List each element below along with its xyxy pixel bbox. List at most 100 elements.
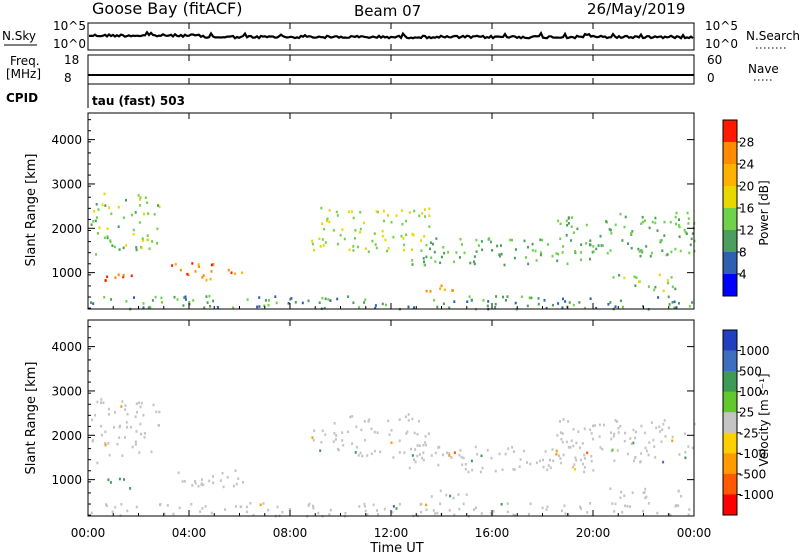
power-cell <box>311 239 314 243</box>
velocity-cell <box>172 512 175 516</box>
power-cell <box>566 262 569 266</box>
velocity-cell <box>545 508 548 511</box>
power-cell <box>264 299 267 302</box>
power-cell <box>375 246 378 250</box>
power-cell <box>400 209 403 212</box>
power-cell <box>461 243 463 246</box>
power-cell <box>318 237 321 240</box>
power-cell <box>209 305 212 308</box>
power-cell <box>688 304 691 308</box>
velocity-cell <box>226 476 229 479</box>
velocity-cell <box>467 470 470 474</box>
velocity-cell <box>546 468 549 472</box>
power-cell <box>336 297 339 301</box>
power-cell <box>667 281 670 285</box>
velocity-cell <box>669 513 672 517</box>
velocity-cell <box>592 424 594 428</box>
velocity-cell <box>678 453 681 456</box>
power-cell <box>561 306 564 309</box>
velocity-cell <box>118 425 121 429</box>
power-ylabel: Slant Range [km] <box>24 154 39 267</box>
power-cell <box>182 304 185 307</box>
power-cell <box>400 234 403 238</box>
power-cell <box>258 296 261 299</box>
power-cell <box>174 262 177 266</box>
x-tick-label: 00:00 <box>677 526 712 540</box>
velocity-cell <box>125 421 128 424</box>
velocity-cell <box>506 502 509 505</box>
velocity-cell <box>660 440 663 443</box>
power-cell <box>623 225 626 229</box>
power-cell <box>354 229 357 232</box>
power-ytick-label: 1000 <box>51 266 82 280</box>
power-cell <box>142 302 145 305</box>
power-cell <box>622 305 624 309</box>
velocity-cell <box>177 471 180 475</box>
power-cell <box>661 249 664 252</box>
velocity-colorbar-swatch <box>723 453 737 475</box>
velocity-cell <box>364 509 367 513</box>
velocity-cell <box>470 459 473 463</box>
power-cell <box>358 305 361 309</box>
power-colorbar-swatch <box>723 208 737 231</box>
velocity-cell <box>163 512 166 516</box>
power-cell <box>375 210 378 213</box>
power-cell <box>134 211 137 214</box>
velocity-cell <box>208 479 211 483</box>
velocity-cell <box>640 452 643 455</box>
power-cell <box>428 214 431 218</box>
power-cell <box>359 231 362 234</box>
velocity-cell <box>645 449 648 453</box>
velocity-cell <box>197 484 200 488</box>
power-cell <box>687 222 690 225</box>
velocity-cell <box>131 445 134 449</box>
power-cell <box>443 251 446 255</box>
power-cell <box>452 260 455 264</box>
velocity-cell <box>661 428 664 431</box>
power-cell <box>318 301 321 304</box>
power-cell <box>650 251 653 255</box>
power-cell <box>475 250 478 253</box>
power-cell <box>363 301 366 304</box>
velocity-cell <box>640 424 643 428</box>
power-cell <box>212 299 215 303</box>
power-cell <box>433 298 436 302</box>
velocity-cell <box>635 430 637 434</box>
velocity-cell <box>259 503 262 507</box>
power-cell <box>458 256 461 259</box>
power-cell <box>184 295 187 299</box>
power-cell <box>526 304 529 308</box>
velocity-cell <box>420 510 423 514</box>
power-cell <box>428 225 431 228</box>
power-cell <box>675 306 678 309</box>
power-cell <box>641 249 644 253</box>
power-cell <box>403 243 406 247</box>
velocity-cell <box>589 428 592 431</box>
velocity-cell <box>334 438 337 441</box>
power-cell <box>656 229 659 232</box>
velocity-cell <box>144 432 146 435</box>
power-cell <box>559 237 562 241</box>
power-cell <box>352 216 355 220</box>
velocity-cell <box>366 513 369 516</box>
velocity-cell <box>355 425 358 429</box>
velocity-cell <box>573 463 576 466</box>
velocity-cell <box>139 422 142 426</box>
power-cell <box>440 284 443 288</box>
power-cell <box>436 305 439 309</box>
velocity-cell <box>560 437 563 441</box>
velocity-cell <box>124 436 126 439</box>
velocity-cell <box>436 511 439 515</box>
velocity-cell <box>312 439 315 442</box>
power-cell <box>674 287 677 291</box>
power-cell <box>332 229 335 232</box>
velocity-cell <box>667 426 670 430</box>
velocity-cell <box>123 478 125 481</box>
power-cell <box>679 249 682 253</box>
velocity-cell <box>658 425 661 429</box>
velocity-colorbar-tick-label: 500 <box>739 365 762 379</box>
power-cell <box>468 295 471 298</box>
velocity-cell <box>135 402 138 405</box>
velocity-cell <box>109 481 112 484</box>
power-cell <box>230 271 233 275</box>
